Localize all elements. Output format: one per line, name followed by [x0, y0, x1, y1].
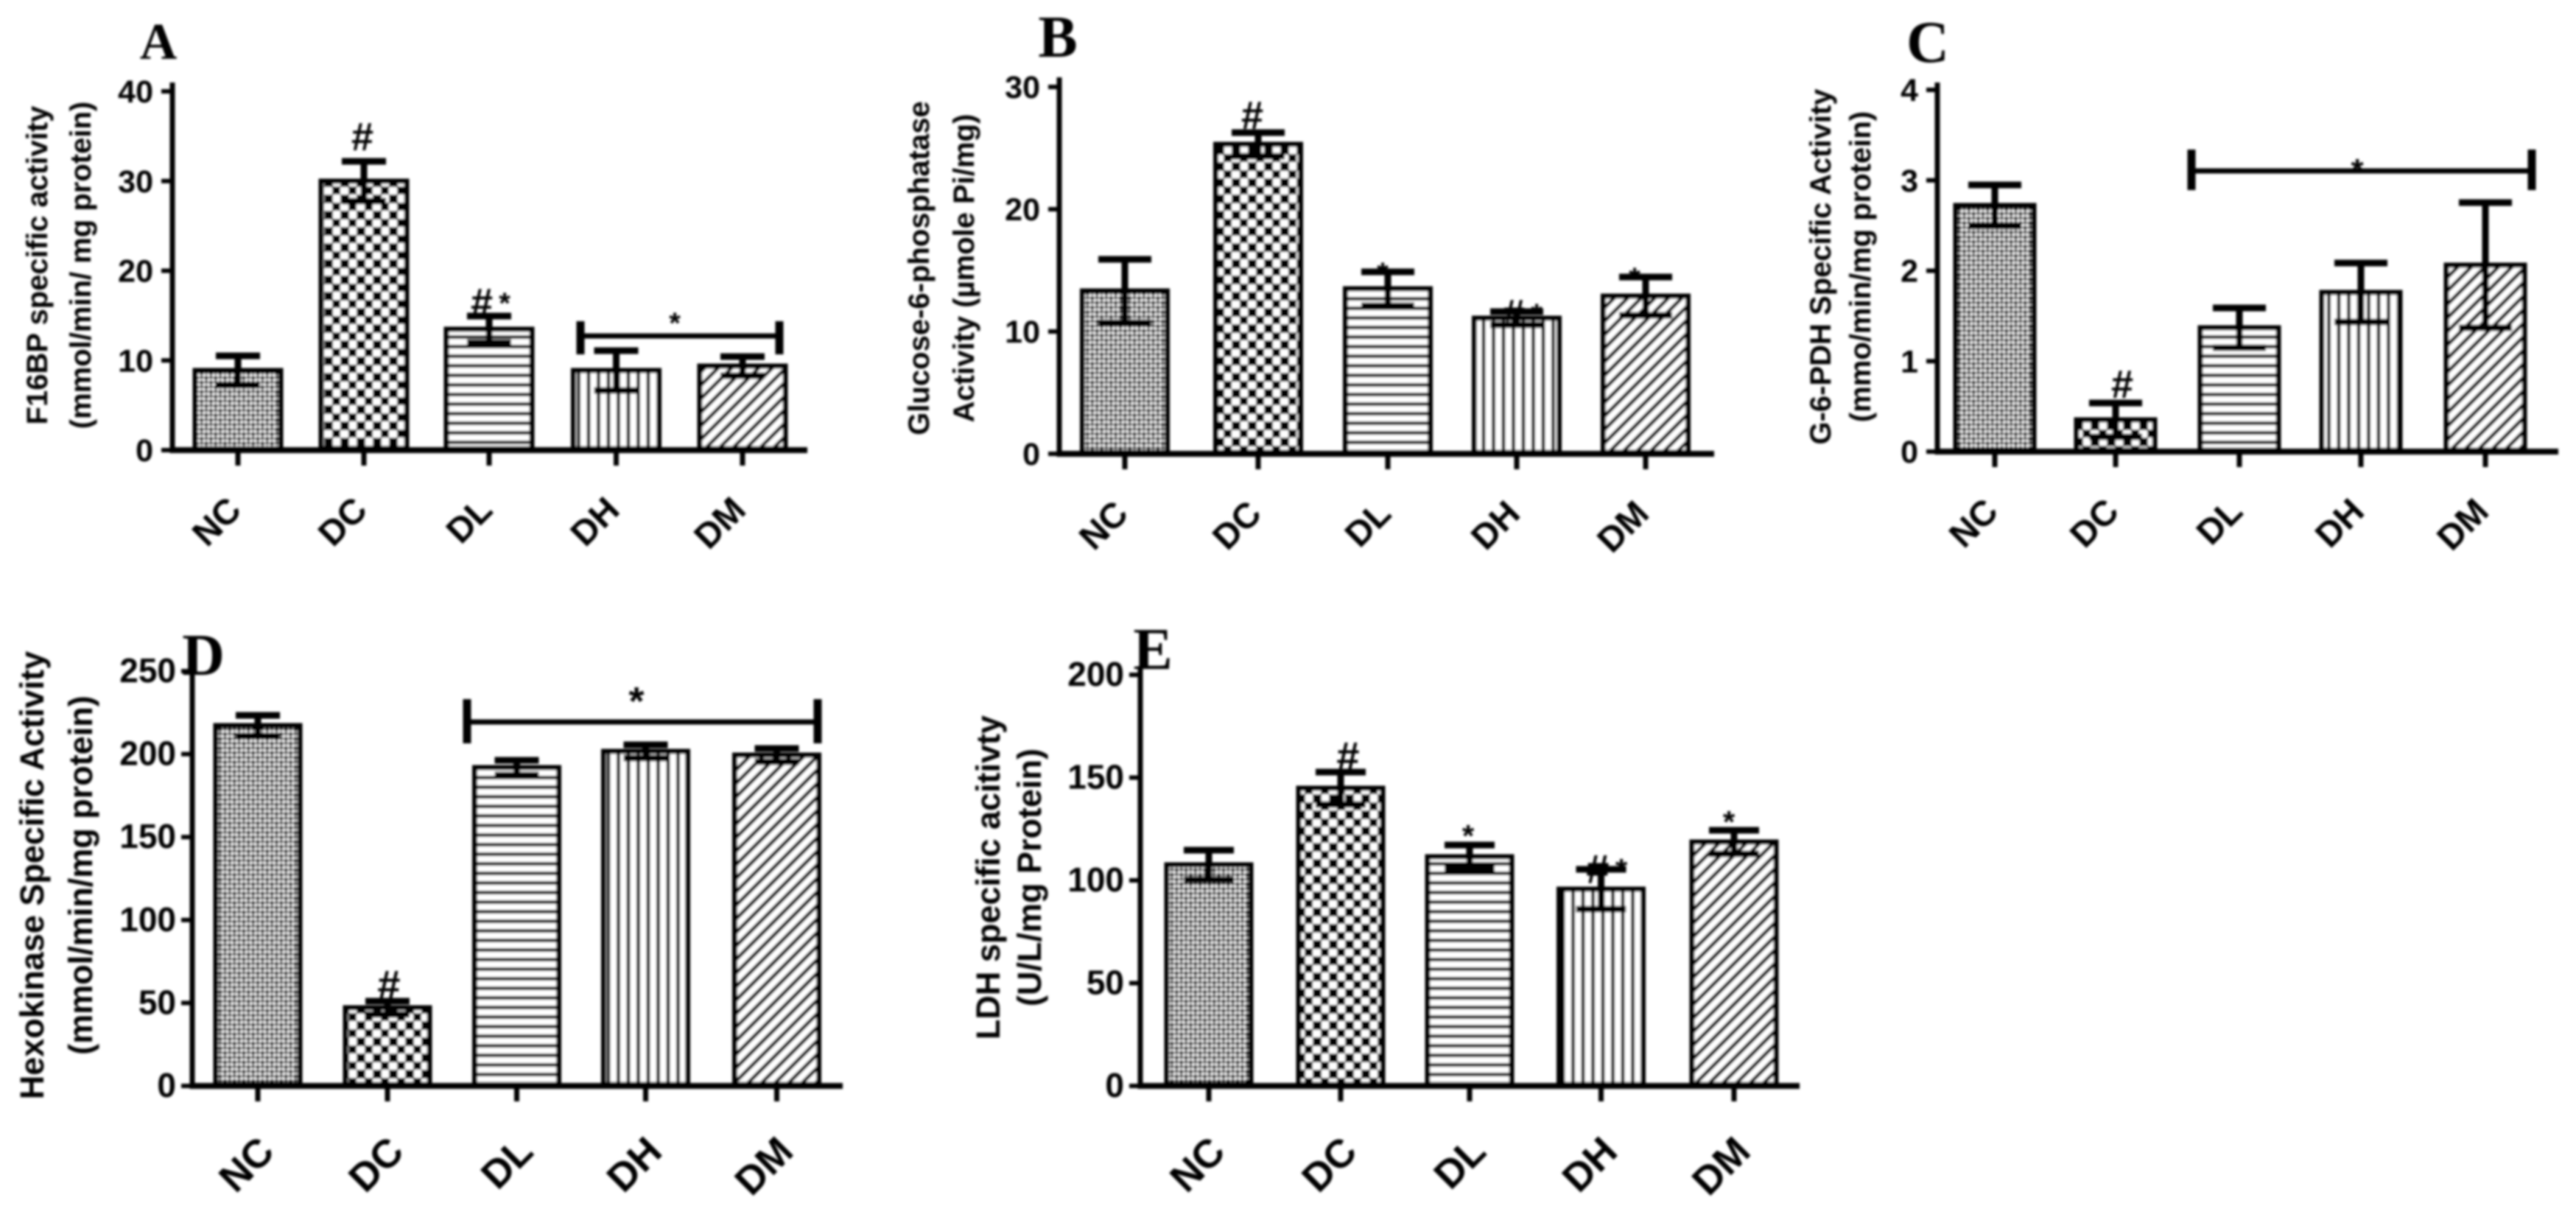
svg-text:(mmol/min/mg protein): (mmol/min/mg protein) — [62, 695, 99, 1055]
svg-text:1: 1 — [1901, 344, 1918, 379]
svg-text:3: 3 — [1901, 164, 1918, 199]
svg-text:0: 0 — [157, 1066, 176, 1104]
svg-text:D: D — [182, 623, 225, 688]
svg-text:C: C — [1906, 10, 1949, 75]
svg-text:*: * — [2351, 152, 2364, 189]
svg-text:#: # — [1241, 94, 1263, 138]
svg-text:20: 20 — [118, 254, 153, 290]
svg-text:A: A — [140, 14, 178, 71]
svg-text:Activity (µmole Pi/mg): Activity (µmole Pi/mg) — [948, 114, 980, 423]
svg-text:(mmo/min/mg protein): (mmo/min/mg protein) — [1845, 111, 1877, 422]
svg-text:100: 100 — [1067, 860, 1124, 899]
svg-text:*: * — [1723, 804, 1736, 839]
svg-text:#: # — [1503, 292, 1525, 336]
svg-text:2: 2 — [1901, 254, 1918, 290]
svg-text:4: 4 — [1901, 73, 1918, 108]
svg-text:Hexokinase Specific Activity: Hexokinase Specific Activity — [13, 651, 51, 1100]
svg-text:200: 200 — [119, 735, 176, 773]
svg-text:*: * — [1629, 262, 1640, 295]
svg-text:*: * — [1377, 257, 1389, 290]
svg-text:B: B — [1038, 5, 1077, 70]
svg-text:10: 10 — [118, 343, 153, 379]
svg-text:#: # — [2111, 362, 2133, 407]
svg-text:G-6-PDH Specific Activity: G-6-PDH Specific Activity — [1805, 88, 1837, 445]
svg-text:50: 50 — [138, 983, 176, 1021]
svg-text:*: * — [669, 307, 681, 340]
svg-text:*: * — [628, 679, 644, 723]
svg-text:(mmol/min/ mg protein): (mmol/min/ mg protein) — [65, 102, 97, 429]
svg-text:50: 50 — [1087, 964, 1124, 1002]
svg-text:*: * — [499, 287, 510, 320]
svg-text:150: 150 — [1067, 758, 1124, 796]
svg-text:30: 30 — [1005, 70, 1040, 105]
svg-text:0: 0 — [1022, 437, 1040, 472]
svg-text:20: 20 — [1005, 192, 1040, 228]
svg-text:200: 200 — [1067, 655, 1124, 693]
svg-text:LDH specific acitivty: LDH specific acitivty — [969, 715, 1007, 1040]
svg-text:40: 40 — [118, 74, 153, 110]
svg-text:#: # — [1336, 733, 1359, 779]
svg-text:100: 100 — [119, 900, 176, 939]
svg-text:0: 0 — [136, 433, 153, 469]
svg-text:30: 30 — [118, 164, 153, 200]
svg-text:10: 10 — [1005, 315, 1040, 350]
svg-text:F16BP specific activity: F16BP specific activity — [21, 105, 54, 425]
svg-text:*: * — [1462, 818, 1475, 853]
svg-text:(U/L/mg Protein): (U/L/mg Protein) — [1011, 749, 1048, 1006]
svg-text:#: # — [1586, 846, 1609, 892]
svg-text:Glucose-6-phosphatase: Glucose-6-phosphatase — [903, 101, 936, 435]
svg-text:#: # — [377, 961, 400, 1008]
svg-text:#: # — [471, 281, 493, 325]
svg-text:0: 0 — [1105, 1066, 1124, 1104]
svg-text:150: 150 — [119, 817, 176, 855]
svg-text:0: 0 — [1901, 435, 1918, 470]
svg-text:*: * — [1531, 298, 1543, 331]
svg-text:*: * — [1615, 852, 1628, 887]
svg-text:#: # — [351, 115, 373, 159]
svg-text:250: 250 — [119, 651, 176, 690]
